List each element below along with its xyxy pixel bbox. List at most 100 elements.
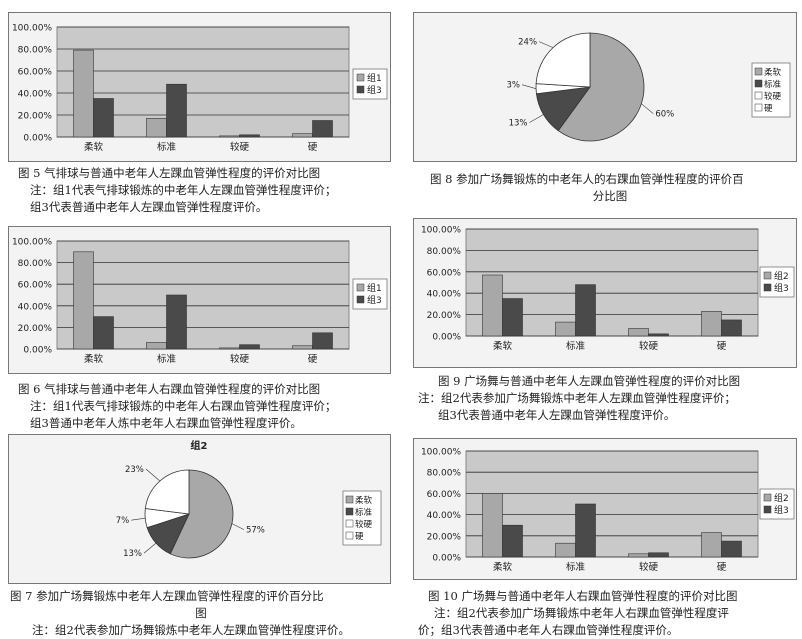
legend-swatch — [356, 85, 365, 94]
bar — [575, 284, 596, 337]
bar — [648, 552, 669, 558]
y-tick-label: 60.00% — [18, 281, 53, 291]
caption-note: 注：组2代表参加广场舞锻炼中老年人右踝血管弹性程度评 — [434, 606, 729, 620]
leader-line — [521, 84, 537, 89]
caption-note: 注：组1代表气排球锻炼的中老年人左踝血管弹性程度评价； — [30, 183, 337, 197]
y-tick-label: 20.00% — [18, 324, 53, 334]
legend-label: 柔软 — [355, 495, 373, 506]
caption-line: 图 9 广场舞与普通中老年人左踝血管弹性程度的评价对比图 — [438, 374, 741, 388]
x-tick-label: 硬 — [717, 341, 727, 352]
y-tick-label: 20.00% — [427, 532, 462, 542]
data-label: 7% — [116, 516, 130, 526]
x-tick-label: 较硬 — [230, 353, 250, 365]
bar — [292, 133, 313, 138]
legend-label: 柔软 — [764, 67, 782, 78]
legend-swatch — [763, 493, 772, 502]
legend-label: 组2 — [774, 492, 789, 504]
y-tick-label: 80.00% — [18, 259, 53, 269]
figure-6-chart: 100.00% 80.00% 60.00% 40.00% 20.00% 0.00% 柔软 标准… — [8, 226, 391, 374]
data-label: 13% — [123, 549, 142, 559]
y-tick-label: 60.00% — [18, 68, 53, 78]
y-tick-label: 0.00% — [23, 134, 52, 144]
x-tick-label: 标准 — [157, 353, 177, 365]
figure-7-chart: 组2 57% 13% 7% 23% 柔软 标准 较硬硬 — [8, 434, 391, 584]
caption-line: 图 5 气排球与普通中老年人左踝血管弹性程度的评价对比图 — [18, 166, 321, 180]
data-label: 60% — [655, 110, 674, 120]
legend-label: 硬 — [764, 104, 773, 114]
leader-line — [641, 103, 654, 114]
bar — [575, 503, 596, 558]
figure-8-caption: 图 8 参加广场舞锻炼的中老年人的右踝血管弹性程度的评价百 分比图 — [430, 171, 790, 205]
legend-swatch — [356, 283, 365, 292]
legend-label: 硬 — [355, 532, 364, 542]
caption-line: 图 7 参加广场舞锻炼中老年人左踝血管弹性程度的评价百分比 — [10, 589, 324, 603]
y-tick-label: 0.00% — [432, 333, 461, 343]
bar — [648, 333, 669, 337]
y-tick-label: 0.00% — [432, 554, 461, 564]
legend-label: 组3 — [774, 282, 789, 294]
x-tick-label: 较硬 — [639, 340, 659, 352]
chart-title: 组2 — [191, 439, 208, 452]
legend-label: 组1 — [367, 282, 382, 294]
bar — [73, 49, 94, 138]
x-tick-label: 柔软 — [84, 353, 104, 365]
x-tick-label: 标准 — [157, 141, 177, 153]
figure-8-chart: 60% 13% 3% 24% 柔软 标准 较硬硬 — [413, 12, 797, 162]
legend-label: 较硬 — [355, 519, 373, 530]
y-tick-label: 100.00% — [12, 238, 52, 248]
caption-line: 图 6 气排球与普通中老年人右踝血管弹性程度的评价对比图 — [18, 382, 321, 396]
legend-label: 较硬 — [764, 91, 782, 102]
legend-label: 组3 — [774, 504, 789, 516]
figure-6-svg: 100.00% 80.00% 60.00% 40.00% 20.00% 0.00% 柔软 标准… — [12, 238, 388, 365]
x-tick-label: 较硬 — [639, 561, 659, 573]
bar — [701, 311, 722, 337]
bar — [312, 120, 333, 138]
bar — [73, 251, 94, 350]
caption-line: 图 10 广场舞与普通中老年人右踝血管弹性程度的评价对比图 — [428, 589, 738, 603]
legend-swatch — [356, 73, 365, 82]
y-tick-label: 100.00% — [421, 448, 461, 458]
x-tick-label: 柔软 — [493, 561, 513, 573]
y-tick-label: 80.00% — [18, 46, 53, 56]
figure-10-caption: 图 10 广场舞与普通中老年人右踝血管弹性程度的评价对比图 注：组2代表参加广场… — [418, 588, 800, 639]
bar — [239, 134, 260, 138]
figure-7-caption: 图 7 参加广场舞锻炼中老年人左踝血管弹性程度的评价百分比 图 注：组2代表参加… — [10, 588, 392, 639]
figure-10-chart: 100.00% 80.00% 60.00% 40.00% 20.00% 0.00% 柔软 标准… — [413, 438, 797, 580]
bar — [312, 332, 333, 350]
x-tick-label: 标准 — [566, 561, 586, 573]
data-label: 57% — [246, 526, 265, 536]
bar — [146, 342, 167, 350]
bar — [166, 83, 187, 138]
legend-label: 组3 — [367, 84, 382, 96]
bar — [93, 316, 114, 350]
leader-line — [131, 517, 146, 521]
figure-10-svg: 100.00% 80.00% 60.00% 40.00% 20.00% 0.00% 柔软 标准… — [421, 448, 795, 573]
legend-swatch — [356, 295, 365, 304]
bar — [482, 274, 503, 337]
legend-label: 组1 — [367, 72, 382, 84]
legend-swatch — [345, 531, 354, 540]
leader-line — [529, 114, 544, 123]
bar — [292, 345, 313, 350]
legend-box — [352, 68, 388, 100]
bar — [721, 319, 742, 337]
x-tick-label: 硬 — [308, 142, 318, 153]
pie-slice — [144, 469, 190, 515]
bar — [721, 540, 742, 558]
bar — [239, 344, 260, 350]
legend-swatch — [763, 271, 772, 280]
figure-5-caption: 图 5 气排球与普通中老年人左踝血管弹性程度的评价对比图 注：组1代表气排球锻炼… — [18, 165, 336, 216]
data-label: 3% — [507, 81, 521, 91]
legend-swatch — [345, 495, 354, 504]
bar — [502, 524, 523, 558]
legend-label: 标准 — [764, 79, 782, 90]
legend-swatch — [754, 103, 763, 112]
caption-note: 注：组2代表参加广场舞锻炼中老年人左踝血管弹性程度评价； — [418, 391, 736, 405]
data-label: 13% — [509, 118, 528, 128]
caption-note: 注：组2代表参加广场舞锻炼中老年人左踝血管弹性程度评价。 — [32, 623, 350, 637]
